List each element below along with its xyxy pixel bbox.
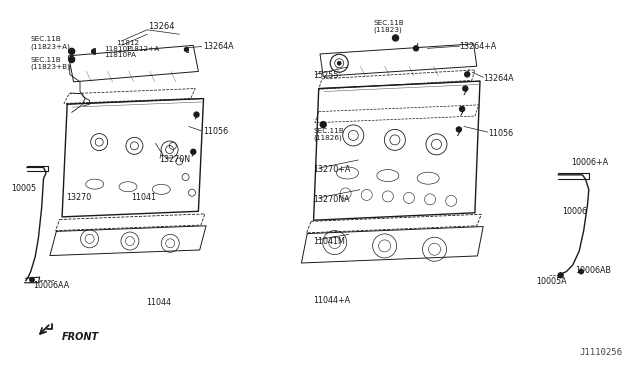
Text: (11823): (11823) <box>373 26 402 33</box>
Text: 11056: 11056 <box>488 129 513 138</box>
Text: 13270+A: 13270+A <box>314 165 351 174</box>
Circle shape <box>320 122 326 128</box>
Text: 10006+A: 10006+A <box>571 158 608 167</box>
Text: 13270NA: 13270NA <box>314 195 350 204</box>
Text: 10006: 10006 <box>562 207 587 216</box>
Circle shape <box>337 61 341 65</box>
Circle shape <box>92 49 95 53</box>
Text: 11044+A: 11044+A <box>314 296 351 305</box>
Text: SEC.11B: SEC.11B <box>373 20 404 26</box>
Circle shape <box>184 48 188 51</box>
Text: (11823+B): (11823+B) <box>31 64 70 70</box>
Circle shape <box>465 72 470 77</box>
Circle shape <box>463 86 468 91</box>
Text: SEC.11B: SEC.11B <box>31 57 61 62</box>
Text: 11812: 11812 <box>116 40 140 46</box>
Text: SEC.11B: SEC.11B <box>314 128 344 134</box>
Text: 13270: 13270 <box>66 193 91 202</box>
Text: 11810P: 11810P <box>104 46 132 52</box>
Circle shape <box>68 57 75 62</box>
Text: 11056: 11056 <box>204 127 228 136</box>
Text: 10006AB: 10006AB <box>575 266 611 275</box>
Text: 13264+A: 13264+A <box>460 42 497 51</box>
Text: FRONT: FRONT <box>61 332 99 342</box>
Text: 11041M: 11041M <box>314 237 346 246</box>
Text: SEC.11B: SEC.11B <box>31 36 61 42</box>
Text: J1110256: J1110256 <box>579 348 622 357</box>
Circle shape <box>413 46 419 51</box>
Text: 11810PA: 11810PA <box>104 52 136 58</box>
Circle shape <box>194 112 199 117</box>
Text: (11826): (11826) <box>314 134 342 141</box>
Circle shape <box>460 106 465 112</box>
Text: 11812+A: 11812+A <box>125 46 160 52</box>
Text: 10005: 10005 <box>12 185 36 193</box>
Text: 11044: 11044 <box>146 298 171 307</box>
Circle shape <box>579 269 583 274</box>
Circle shape <box>191 149 196 154</box>
Text: 10006AA: 10006AA <box>33 281 70 290</box>
Text: 13264A: 13264A <box>204 42 234 51</box>
Text: 13270N: 13270N <box>159 155 190 164</box>
Circle shape <box>68 48 75 54</box>
Text: (11823+A): (11823+A) <box>31 43 70 50</box>
Circle shape <box>558 273 563 278</box>
Text: 15255: 15255 <box>314 71 339 80</box>
Circle shape <box>456 127 461 132</box>
Text: 13264A: 13264A <box>483 74 514 83</box>
Text: 11041: 11041 <box>131 193 156 202</box>
Circle shape <box>30 278 34 282</box>
Text: 10005A: 10005A <box>536 278 567 286</box>
Circle shape <box>392 35 399 41</box>
Text: 13264: 13264 <box>148 22 175 31</box>
